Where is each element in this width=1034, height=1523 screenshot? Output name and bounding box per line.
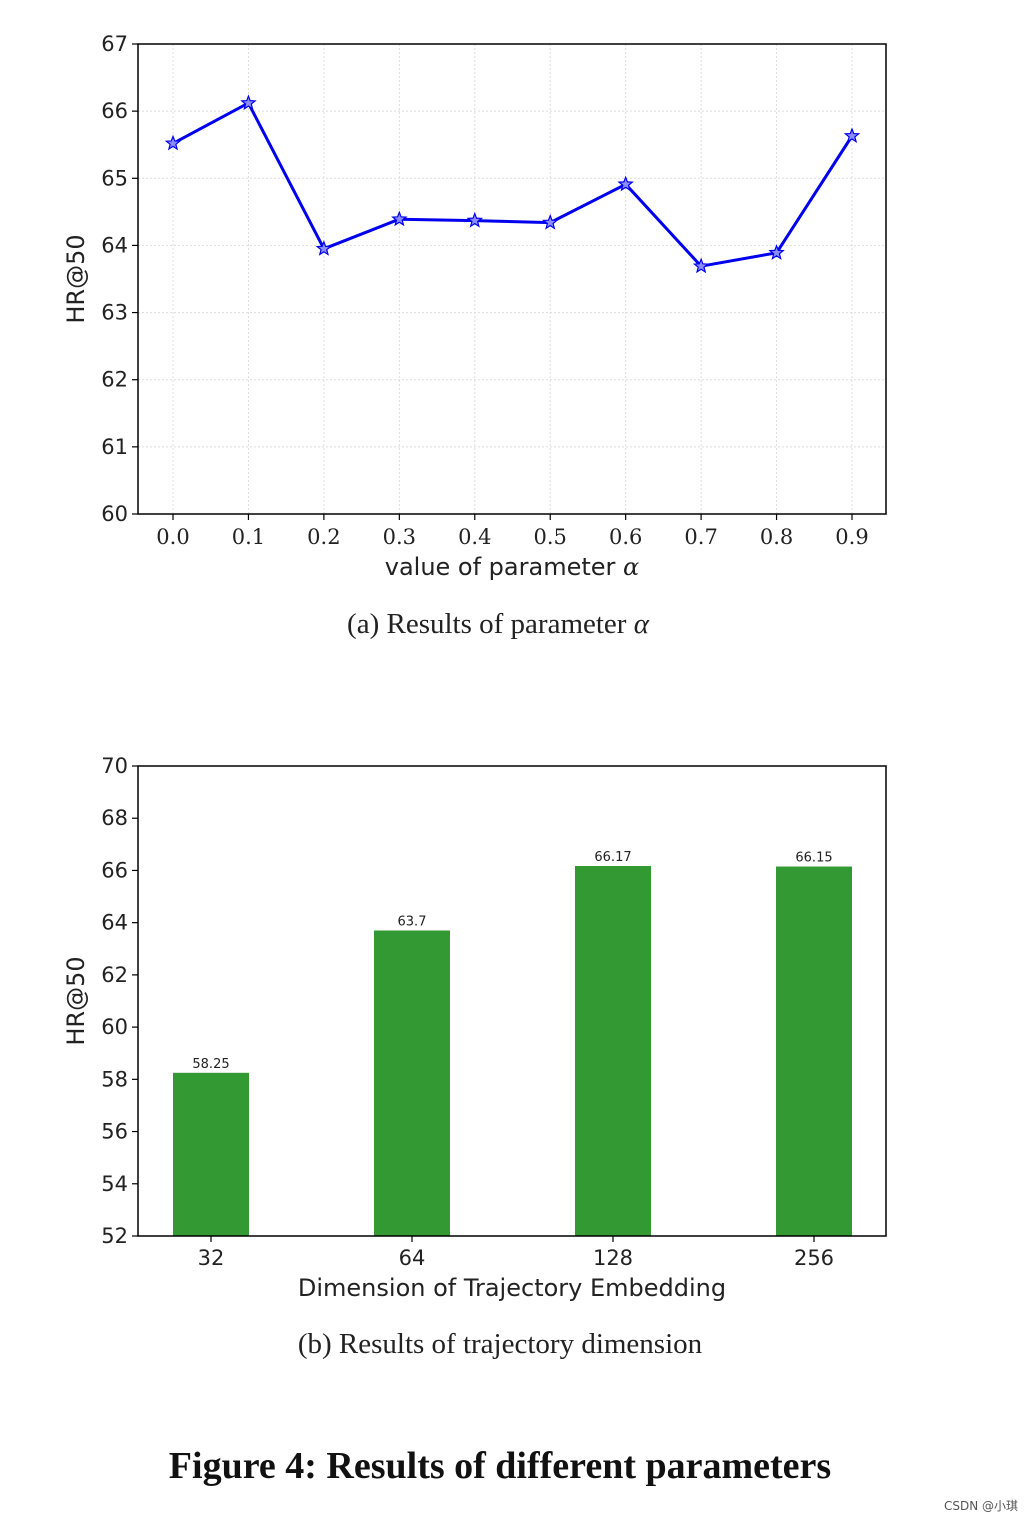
bar-chart-value-label: 58.25 [192, 1057, 229, 1072]
line-chart-point [466, 211, 484, 228]
line-chart-point [768, 244, 785, 260]
line-chart-y-axis: 60 61 62 63 64 65 66 67 [101, 32, 138, 526]
line-chart-y-tick-label: 63 [101, 301, 128, 325]
line-chart-x-tick-label: 0.6 [609, 525, 642, 549]
line-chart-x-tick-label: 0.2 [307, 525, 340, 549]
bar-chart-bar [575, 866, 651, 1236]
bar-chart-bar [776, 866, 852, 1236]
line-chart-y-tick-label: 60 [101, 502, 128, 526]
bar-chart-bar [173, 1072, 249, 1236]
line-chart-x-tick-label: 0.0 [156, 525, 189, 549]
bar-chart-bars [173, 866, 852, 1236]
line-chart-y-tick-label: 65 [101, 166, 128, 190]
bar-chart-y-tick-label: 64 [101, 911, 128, 935]
line-chart-point [391, 210, 408, 227]
bar-chart-bar [374, 930, 450, 1236]
line-chart-x-tick-label: 0.3 [383, 525, 416, 549]
line-chart-grid [138, 43, 886, 515]
bar-chart-y-tick-label: 52 [101, 1224, 128, 1248]
line-chart-x-tick-label: 0.5 [534, 525, 567, 549]
bar-chart-y-tick-label: 58 [101, 1067, 128, 1091]
line-chart-x-tick-label: 0.8 [760, 525, 793, 549]
bar-chart-x-tick-label: 64 [399, 1246, 426, 1270]
bar-chart-plot-frame [137, 765, 887, 1237]
line-chart-x-axis: 0.0 0.1 0.2 0.3 0.4 0.5 0.6 0.7 0.8 0.9 [156, 514, 869, 549]
line-chart-y-tick-label: 64 [101, 233, 128, 257]
line-chart-x-tick-label: 0.9 [835, 525, 868, 549]
bar-chart-value-labels: 58.25 63.7 66.17 66.15 [192, 850, 832, 1072]
line-chart-y-tick-label: 62 [101, 368, 128, 392]
line-chart-points [164, 94, 861, 274]
bar-chart-y-tick-label: 54 [101, 1172, 128, 1196]
bar-chart: 52 54 56 58 60 62 64 66 68 70 32 64 128 256 58.25 63.… [62, 754, 887, 1360]
figure-title: Figure 4: Results of different parameter… [169, 1445, 831, 1487]
bar-chart-y-tick-label: 68 [101, 806, 128, 830]
bar-chart-value-label: 63.7 [398, 915, 427, 930]
bar-chart-y-tick-label: 60 [101, 1015, 128, 1039]
bar-chart-value-label: 66.15 [795, 851, 832, 866]
line-chart-y-tick-label: 67 [101, 32, 128, 56]
bar-chart-y-axis: 52 54 56 58 60 62 64 66 68 70 [101, 754, 138, 1248]
bar-chart-y-tick-label: 66 [101, 858, 128, 882]
bar-chart-caption: (b) Results of trajectory dimension [298, 1328, 703, 1360]
bar-chart-x-axis-label: Dimension of Trajectory Embedding [298, 1274, 726, 1302]
bar-chart-x-tick-label: 256 [794, 1246, 834, 1270]
line-chart-point [164, 134, 182, 151]
line-chart-point [617, 175, 634, 192]
watermark: CSDN @小琪 [944, 1499, 1018, 1513]
bar-chart-x-tick-label: 32 [198, 1246, 225, 1270]
line-chart-x-tick-label: 0.4 [458, 525, 491, 549]
line-chart-point [240, 94, 257, 111]
bar-chart-y-tick-label: 62 [101, 963, 128, 987]
bar-chart-y-tick-label: 56 [101, 1120, 128, 1144]
line-chart-point [692, 257, 710, 274]
line-chart-plot-frame [137, 43, 887, 515]
line-chart-y-tick-label: 66 [101, 99, 128, 123]
line-chart-y-tick-label: 61 [101, 435, 128, 459]
line-chart-point [541, 213, 559, 230]
bar-chart-value-label: 66.17 [594, 850, 631, 865]
line-chart-x-axis-label: value of parameter α [385, 553, 640, 581]
line-chart-caption: (a) Results of parameter α [347, 608, 650, 640]
bar-chart-y-axis-label: HR@50 [62, 956, 90, 1045]
line-chart-series-line [172, 101, 854, 268]
line-chart-y-axis-label: HR@50 [62, 234, 90, 323]
line-chart-point [843, 127, 861, 143]
bar-chart-y-tick-label: 70 [101, 754, 128, 778]
line-chart-x-tick-label: 0.1 [232, 525, 265, 549]
bar-chart-x-tick-label: 128 [593, 1246, 633, 1270]
line-chart-x-tick-label: 0.7 [684, 525, 717, 549]
line-chart-point [315, 240, 333, 256]
bar-chart-x-axis: 32 64 128 256 [198, 1236, 834, 1270]
